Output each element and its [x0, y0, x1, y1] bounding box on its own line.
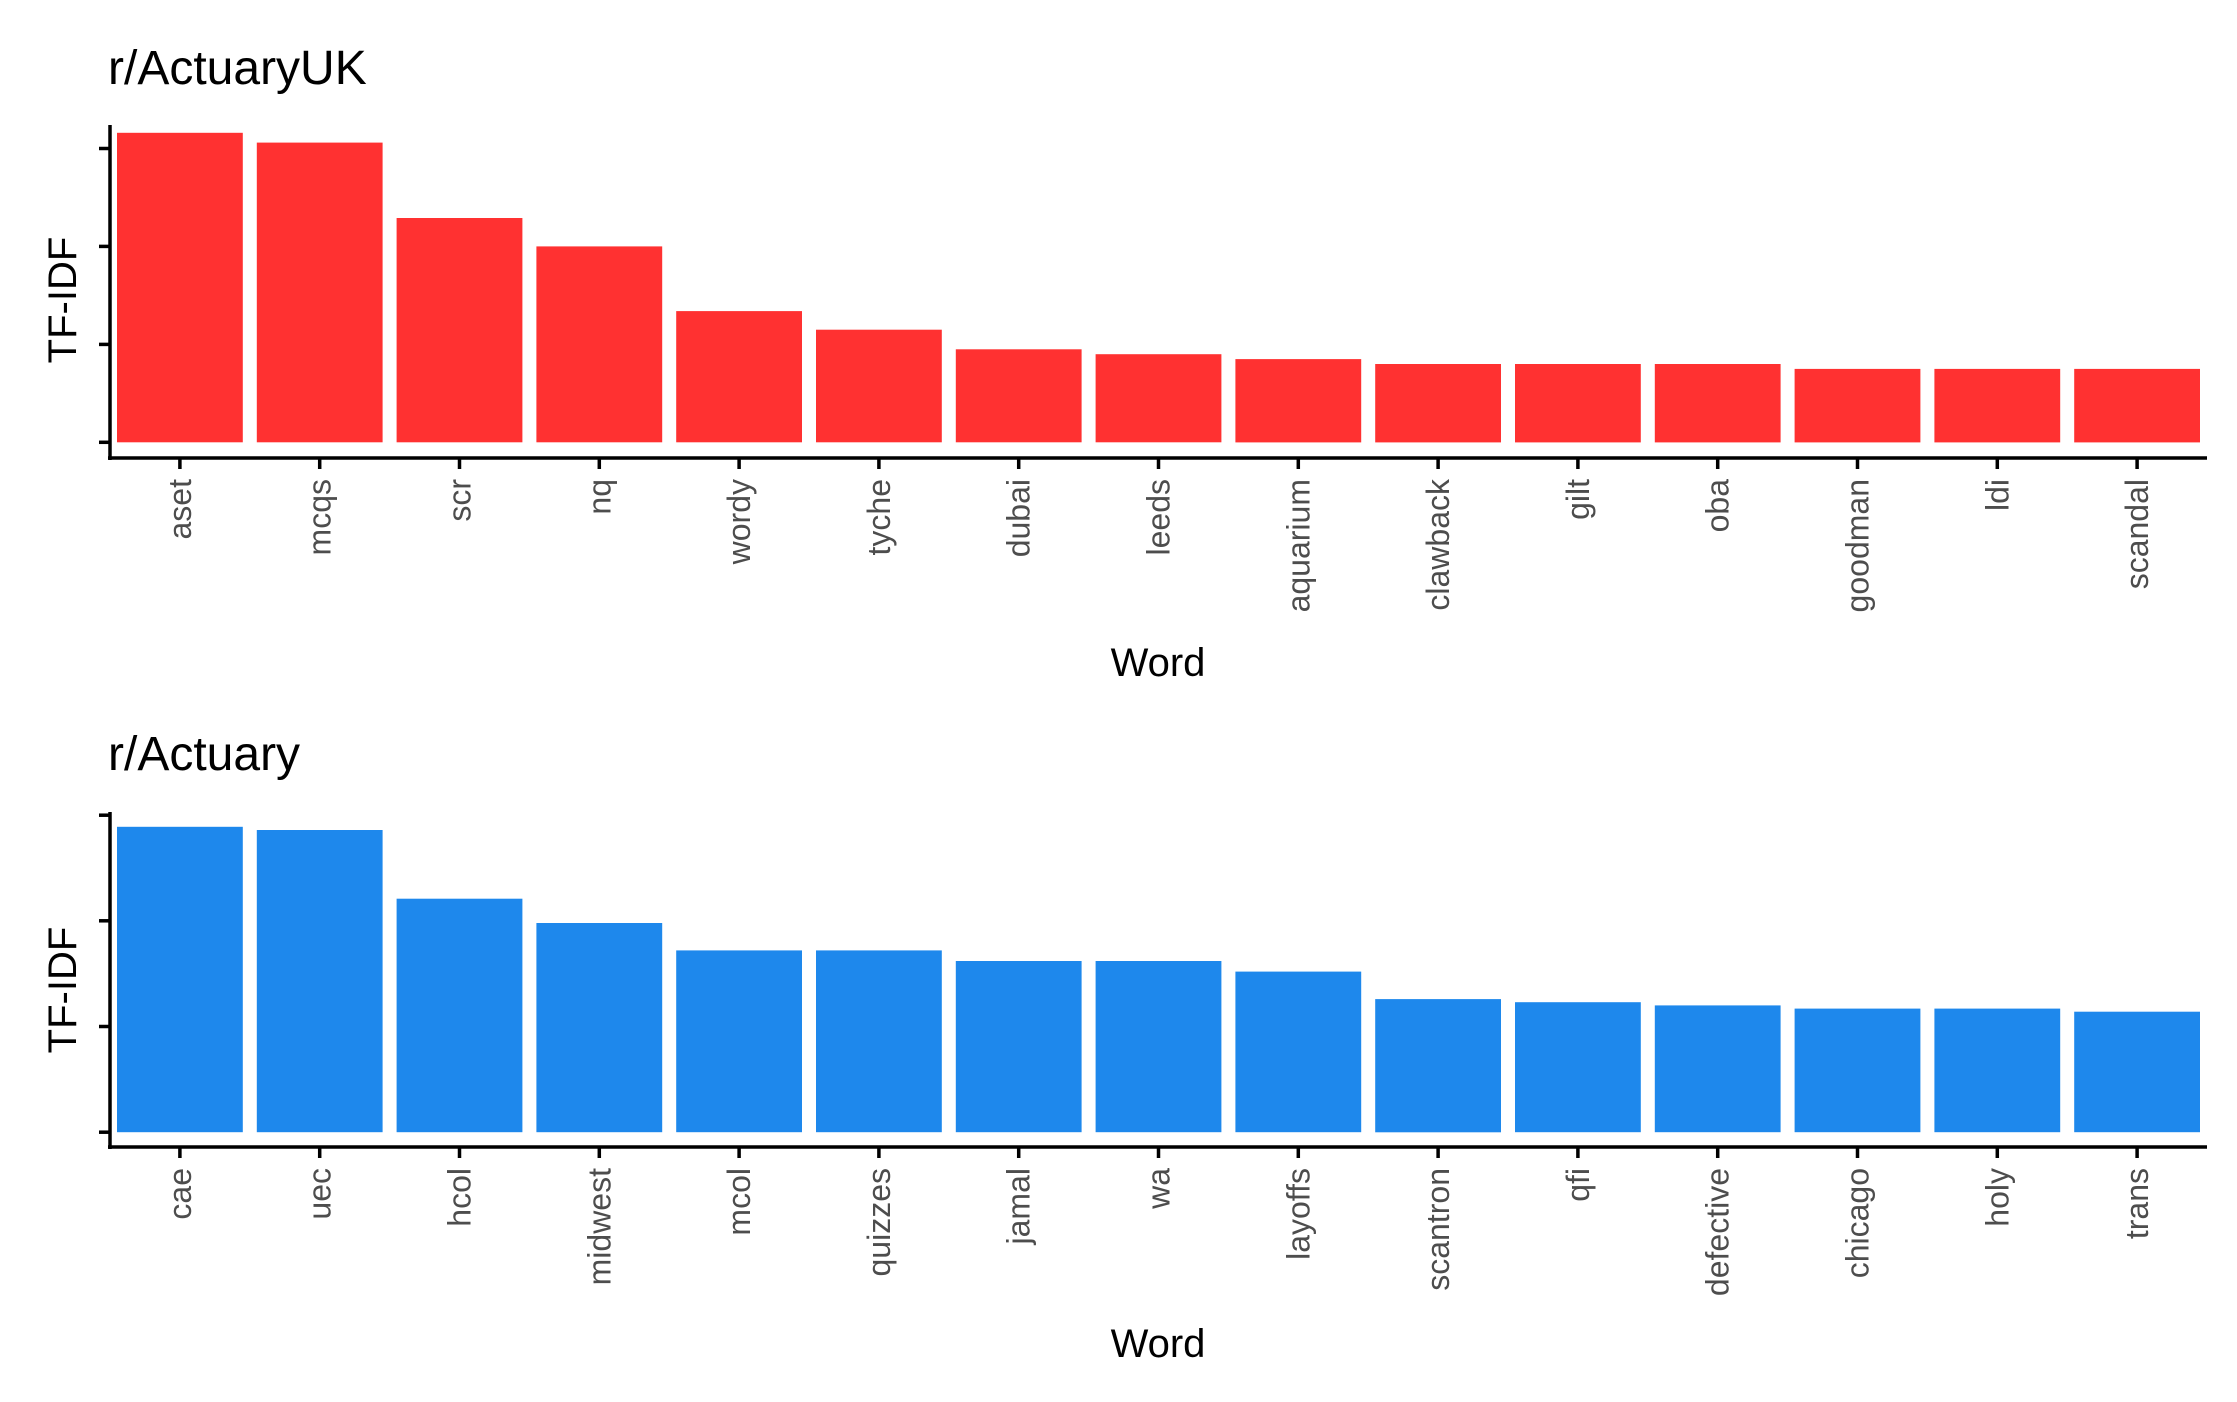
x-tick-label-uec: uec — [302, 1168, 338, 1220]
bar-mcqs — [256, 142, 383, 443]
x-tick-label-quizzes: quizzes — [861, 1168, 897, 1277]
x-tick-label-wordy: wordy — [721, 479, 757, 565]
bar-scantron — [1375, 999, 1501, 1133]
x-tick-label-dubai: dubai — [1001, 479, 1037, 557]
bar-cae — [117, 826, 243, 1133]
bar-quizzes — [816, 950, 942, 1133]
x-tick-label-midwest: midwest — [581, 1168, 617, 1285]
bar-holy — [1934, 1008, 2061, 1133]
bar-mcol — [676, 950, 802, 1133]
x-tick-label-jamal: jamal — [1001, 1168, 1037, 1245]
x-axis-title: Word — [1111, 1322, 1206, 1366]
bar-oba — [1654, 364, 1781, 443]
bar-ldi — [1934, 368, 2061, 443]
x-tick-label-hcol: hcol — [442, 1168, 478, 1227]
y-axis-title: TF-IDF — [41, 237, 85, 364]
x-tick-label-goodman: goodman — [1840, 479, 1876, 612]
x-tick-label-tyche: tyche — [861, 479, 897, 555]
x-tick-label-cae: cae — [162, 1168, 198, 1220]
x-tick-label-qfi: qfi — [1560, 1168, 1596, 1202]
bar-clawback — [1375, 364, 1501, 443]
bars — [117, 826, 2200, 1133]
bar-trans — [2074, 1011, 2200, 1133]
chart-panel-actuary: r/Actuary TF-IDF Word cae uec hcol midwest m… — [41, 728, 2207, 1366]
bar-leeds — [1095, 354, 1222, 443]
x-tick-label-scantron: scantron — [1420, 1168, 1456, 1291]
bar-wordy — [676, 311, 802, 443]
chart-panel-actuaryuk: r/ActuaryUK TF-IDF Word aset mcqs scr nq wor… — [41, 42, 2207, 685]
x-tick-label-leeds: leeds — [1141, 479, 1177, 556]
x-tick-labels: aset mcqs scr nq wordy tyche dubai leeds aquariu… — [162, 478, 2155, 612]
x-tick-label-scr: scr — [442, 479, 478, 522]
bar-midwest — [536, 923, 663, 1133]
x-tick-label-oba: oba — [1700, 479, 1736, 533]
bar-scandal — [2074, 368, 2200, 443]
y-ticks — [99, 813, 110, 1134]
bar-layoffs — [1235, 971, 1362, 1133]
bar-qfi — [1515, 1002, 1641, 1133]
x-ticks — [178, 458, 2139, 469]
chart-title: r/ActuaryUK — [108, 42, 367, 95]
y-axis-title: TF-IDF — [41, 927, 85, 1054]
x-tick-label-nq: nq — [581, 479, 617, 515]
x-tick-label-clawback: clawback — [1420, 478, 1456, 611]
bar-aset — [117, 132, 243, 443]
x-tick-label-chicago: chicago — [1840, 1168, 1876, 1278]
x-tick-label-defective: defective — [1700, 1168, 1736, 1296]
bar-uec — [256, 830, 383, 1133]
x-tick-label-ldi: ldi — [1979, 479, 2015, 511]
bar-hcol — [396, 898, 523, 1133]
x-ticks — [178, 1147, 2139, 1158]
x-tick-label-aquarium: aquarium — [1280, 479, 1316, 612]
bar-nq — [536, 246, 663, 443]
chart-title: r/Actuary — [108, 728, 300, 781]
bar-dubai — [955, 349, 1082, 443]
bar-jamal — [955, 961, 1082, 1133]
x-tick-label-wa: wa — [1141, 1168, 1177, 1210]
x-tick-label-mcol: mcol — [721, 1168, 757, 1236]
bar-scr — [396, 218, 523, 443]
x-tick-label-gilt: gilt — [1560, 479, 1596, 520]
bar-goodman — [1794, 368, 1921, 443]
bars — [117, 132, 2200, 443]
bar-tyche — [816, 329, 942, 443]
bar-defective — [1654, 1005, 1781, 1133]
x-tick-label-holy: holy — [1979, 1168, 2015, 1227]
y-ticks — [99, 146, 110, 445]
x-tick-label-aset: aset — [162, 479, 198, 540]
bar-gilt — [1515, 364, 1641, 443]
bar-wa — [1095, 961, 1222, 1133]
bar-chicago — [1794, 1008, 1921, 1133]
x-tick-labels: cae uec hcol midwest mcol quizzes jamal wa layof… — [162, 1168, 2155, 1296]
x-tick-label-scandal: scandal — [2119, 479, 2155, 589]
x-tick-label-layoffs: layoffs — [1280, 1168, 1316, 1260]
bar-aquarium — [1235, 359, 1362, 443]
x-axis-title: Word — [1111, 641, 1206, 685]
x-tick-label-trans: trans — [2119, 1168, 2155, 1239]
x-tick-label-mcqs: mcqs — [302, 479, 338, 555]
